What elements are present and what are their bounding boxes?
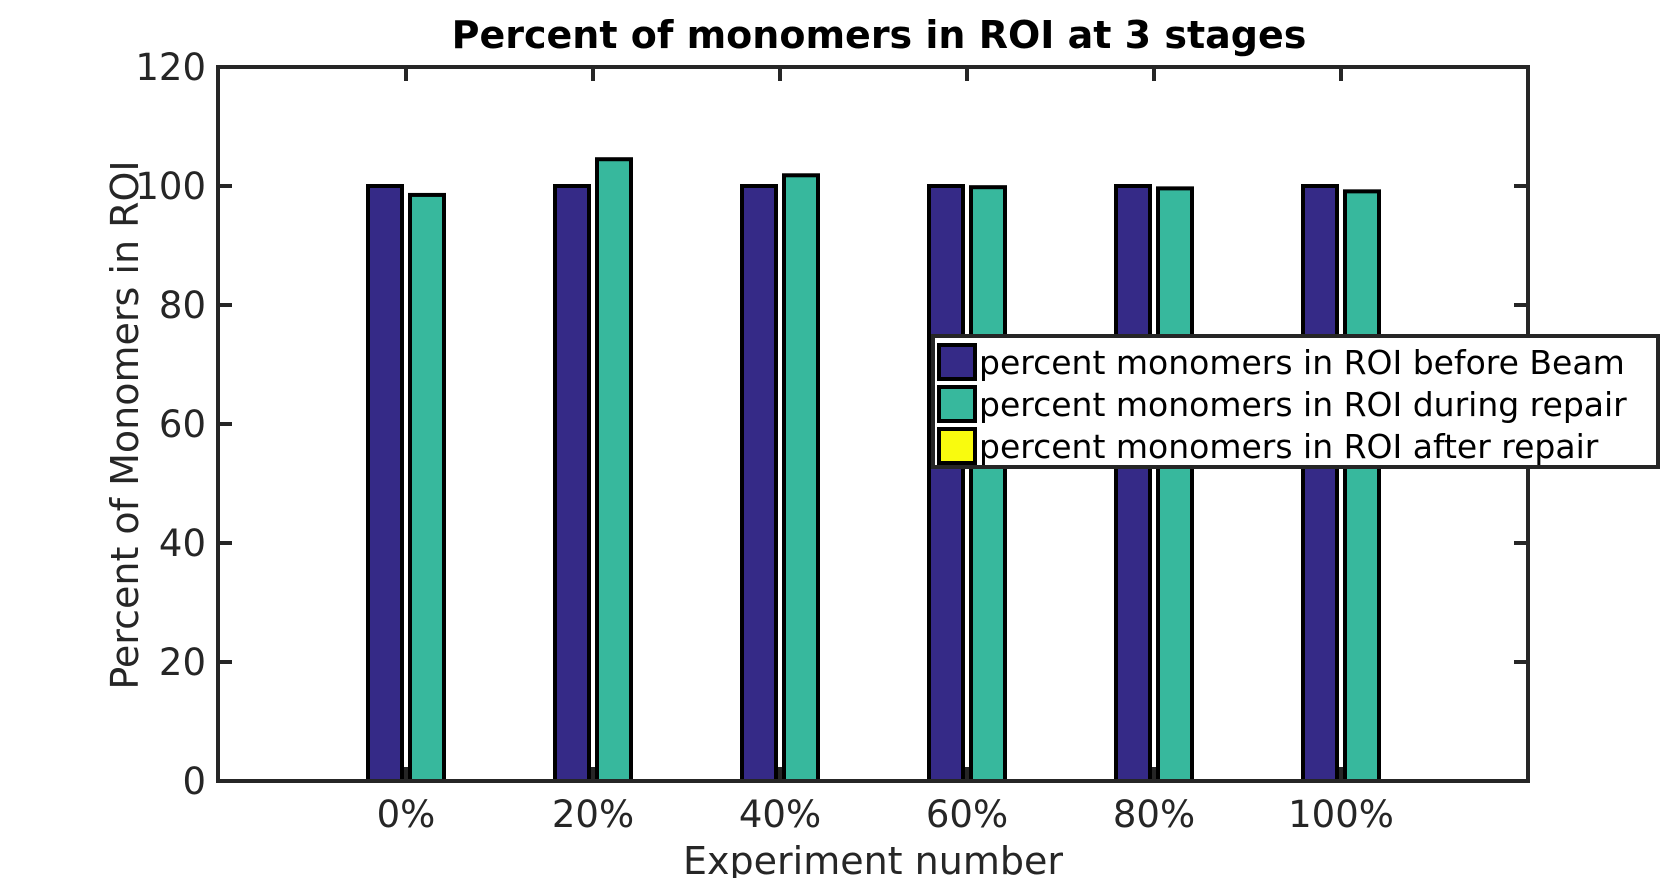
axis-ticks [218, 65, 1528, 783]
legend-swatch [937, 427, 977, 465]
legend-swatch [937, 343, 977, 381]
y-axis-label: Percent of Monomers in ROI [103, 160, 147, 689]
y-tick-label: 0 [182, 760, 206, 803]
x-tick-label: 80% [1113, 793, 1195, 836]
y-tick-labels: 0 20 40 60 80 100 120 [135, 46, 206, 803]
x-tick-label: 100% [1288, 793, 1394, 836]
x-tick-label: 40% [739, 793, 821, 836]
bar-series-1 [553, 184, 591, 783]
bar-series-1 [366, 184, 404, 783]
legend-box [931, 334, 1660, 469]
y-tick-label: 60 [159, 403, 206, 446]
bar-series-2 [969, 185, 1007, 783]
y-tick-label: 120 [135, 46, 206, 89]
bar-series-2 [782, 173, 820, 784]
x-tick-label: 20% [552, 793, 634, 836]
legend-swatch [937, 385, 977, 423]
bar-series-2 [1156, 186, 1194, 783]
legend-label: percent monomers in ROI after repair [979, 427, 1599, 466]
x-tick-labels: 0% 20% 40% 60% 80% 100% [377, 793, 1394, 836]
bars [366, 157, 1381, 784]
y-tick-label: 100 [135, 165, 206, 208]
x-tick-label: 0% [377, 793, 436, 836]
bar-series-1 [1114, 184, 1152, 783]
bar-series-2 [408, 192, 446, 784]
bar-series-1 [1301, 184, 1339, 783]
bar-series-2 [595, 157, 633, 784]
y-tick-label: 80 [159, 284, 206, 327]
x-tick-label: 60% [926, 793, 1008, 836]
bar-series-2 [1343, 189, 1381, 784]
legend: percent monomers in ROI before Beamperce… [931, 334, 1660, 469]
y-tick-label: 40 [159, 522, 206, 565]
bar-series-1 [927, 184, 965, 783]
x-axis-label: Experiment number [683, 839, 1063, 878]
chart-title: Percent of monomers in ROI at 3 stages [452, 13, 1307, 57]
y-tick-label: 20 [159, 641, 206, 684]
bar-series-1 [740, 184, 778, 783]
legend-label: percent monomers in ROI before Beam [979, 343, 1625, 382]
legend-label: percent monomers in ROI during repair [979, 385, 1627, 424]
